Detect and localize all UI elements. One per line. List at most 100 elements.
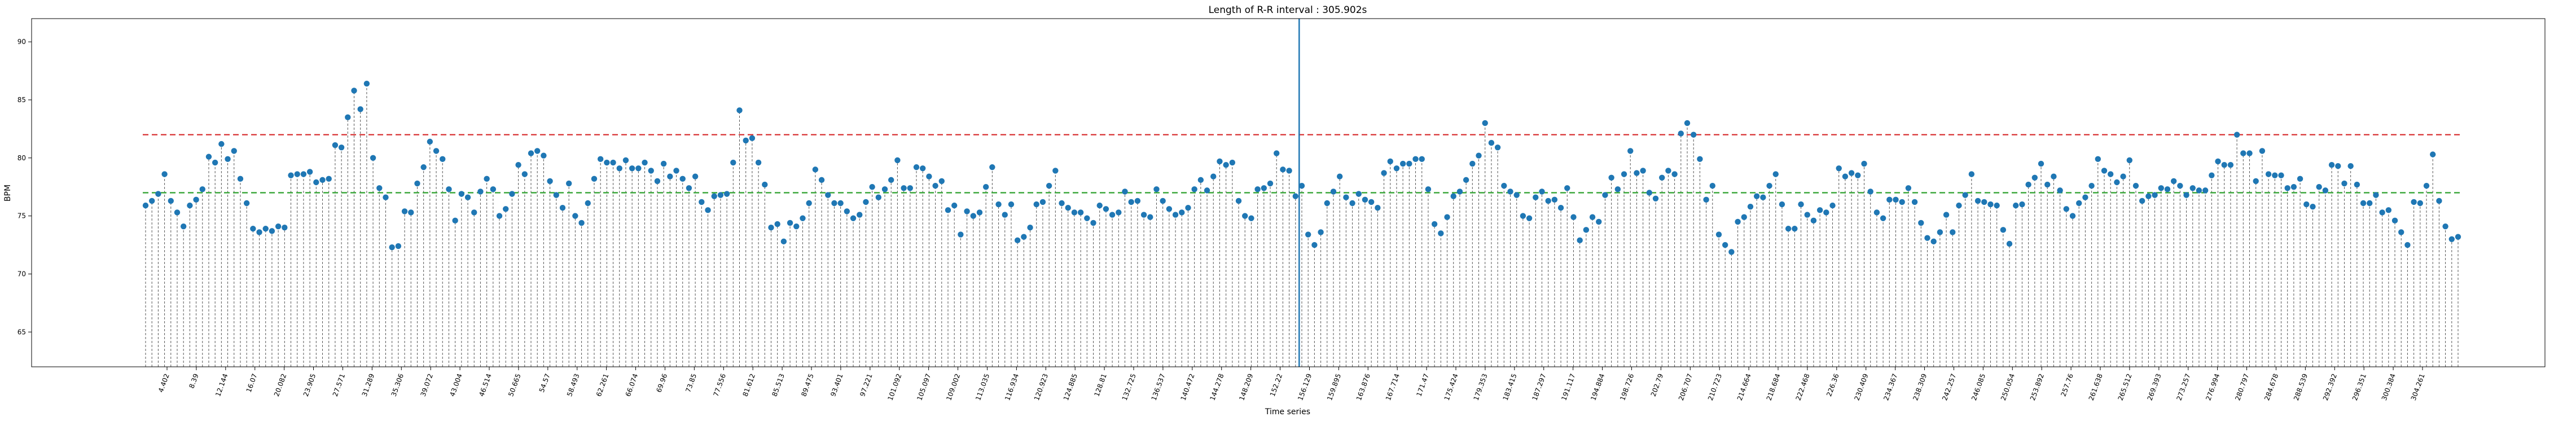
data-point xyxy=(2436,198,2442,204)
data-point xyxy=(414,180,420,187)
data-point xyxy=(793,223,800,230)
data-point xyxy=(2215,158,2221,165)
data-point xyxy=(2000,227,2007,233)
data-point xyxy=(1735,218,1741,225)
data-point xyxy=(762,181,768,188)
data-point xyxy=(1223,161,1229,168)
x-tick-label: 198.726 xyxy=(1618,372,1635,401)
data-point xyxy=(306,169,313,175)
data-point xyxy=(667,173,673,179)
data-point xyxy=(464,194,471,200)
x-tick-label: 222.468 xyxy=(1794,372,1811,401)
data-point xyxy=(686,185,692,191)
x-tick-label: 101.092 xyxy=(886,372,903,401)
data-point xyxy=(610,159,616,166)
data-point xyxy=(964,208,970,214)
data-point xyxy=(155,191,161,197)
data-point xyxy=(2075,200,2082,207)
data-point xyxy=(1880,215,1886,221)
data-point xyxy=(654,178,661,185)
x-tick-label: 35.306 xyxy=(390,372,406,397)
x-tick-label: 202.79 xyxy=(1649,372,1665,397)
data-point xyxy=(326,176,332,182)
data-point xyxy=(800,215,806,221)
data-point xyxy=(2328,161,2335,168)
data-point xyxy=(1861,160,1867,167)
data-point xyxy=(787,220,793,226)
data-point xyxy=(642,159,648,166)
data-point xyxy=(1798,201,1804,208)
data-point xyxy=(1570,214,1577,220)
data-point xyxy=(1469,160,1476,167)
x-tick-label: 265.512 xyxy=(2117,372,2134,401)
data-point xyxy=(2430,151,2436,157)
data-point xyxy=(2347,163,2354,169)
data-point xyxy=(1362,196,1368,203)
x-tick-label: 183.415 xyxy=(1502,372,1519,401)
data-point xyxy=(1267,180,1274,187)
data-point xyxy=(1077,209,1084,216)
data-point xyxy=(471,209,477,216)
data-point xyxy=(2391,217,2398,224)
x-tick-label: 81.612 xyxy=(741,372,757,397)
data-point xyxy=(338,144,345,151)
data-point xyxy=(2246,150,2253,156)
data-point xyxy=(749,135,756,142)
x-tick-label: 257.76 xyxy=(2059,372,2075,397)
x-tick-label: 230.409 xyxy=(1853,372,1870,401)
data-point xyxy=(1324,200,1330,207)
data-point xyxy=(1551,196,1558,203)
x-tick-label: 31.289 xyxy=(361,372,376,397)
data-point xyxy=(2290,184,2297,190)
data-point xyxy=(1671,171,1678,177)
data-point xyxy=(1804,212,1810,218)
data-point xyxy=(2095,156,2101,163)
data-point xyxy=(2373,192,2379,198)
x-tick-label: 292.392 xyxy=(2322,372,2338,401)
x-tick-label: 300.384 xyxy=(2380,372,2397,401)
data-point xyxy=(521,171,528,177)
data-point xyxy=(2354,181,2360,188)
data-point xyxy=(427,138,433,145)
data-point xyxy=(2170,178,2177,185)
data-point xyxy=(1425,186,1432,192)
data-point xyxy=(1747,203,1754,210)
data-point xyxy=(2120,173,2126,179)
x-tick-label: 234.367 xyxy=(1882,372,1899,401)
y-axis-label: BPM xyxy=(3,185,12,201)
data-point xyxy=(559,205,566,211)
data-point xyxy=(490,186,497,192)
data-point xyxy=(2417,200,2424,207)
data-point xyxy=(2455,234,2461,240)
data-point xyxy=(1659,174,1665,181)
data-point xyxy=(225,156,231,163)
x-tick-label: 194.884 xyxy=(1589,372,1606,401)
x-tick-label: 109.002 xyxy=(945,372,962,401)
data-point xyxy=(547,178,553,185)
data-point xyxy=(692,173,699,179)
data-point xyxy=(2310,203,2316,210)
x-tick-label: 54.57 xyxy=(538,372,552,393)
data-point xyxy=(2335,163,2341,169)
data-point xyxy=(1160,198,1166,204)
data-point xyxy=(888,177,894,183)
data-point xyxy=(1008,201,1015,208)
data-point xyxy=(2253,178,2259,185)
data-point xyxy=(357,106,363,112)
data-point xyxy=(1842,173,1849,179)
data-point xyxy=(1292,193,1299,199)
data-point xyxy=(1627,148,1634,154)
x-tick-label: 171.47 xyxy=(1415,372,1430,397)
data-point xyxy=(837,200,844,207)
data-point xyxy=(2303,201,2310,208)
data-point xyxy=(553,192,559,198)
data-point xyxy=(989,164,995,170)
data-point xyxy=(528,150,534,156)
data-point xyxy=(2088,182,2095,189)
data-point xyxy=(1577,237,1583,244)
data-point xyxy=(2126,157,2132,164)
x-tick-label: 4.402 xyxy=(157,372,171,393)
data-point xyxy=(1937,229,1943,235)
x-tick-label: 175.424 xyxy=(1443,372,1460,401)
data-point xyxy=(1816,207,1823,213)
